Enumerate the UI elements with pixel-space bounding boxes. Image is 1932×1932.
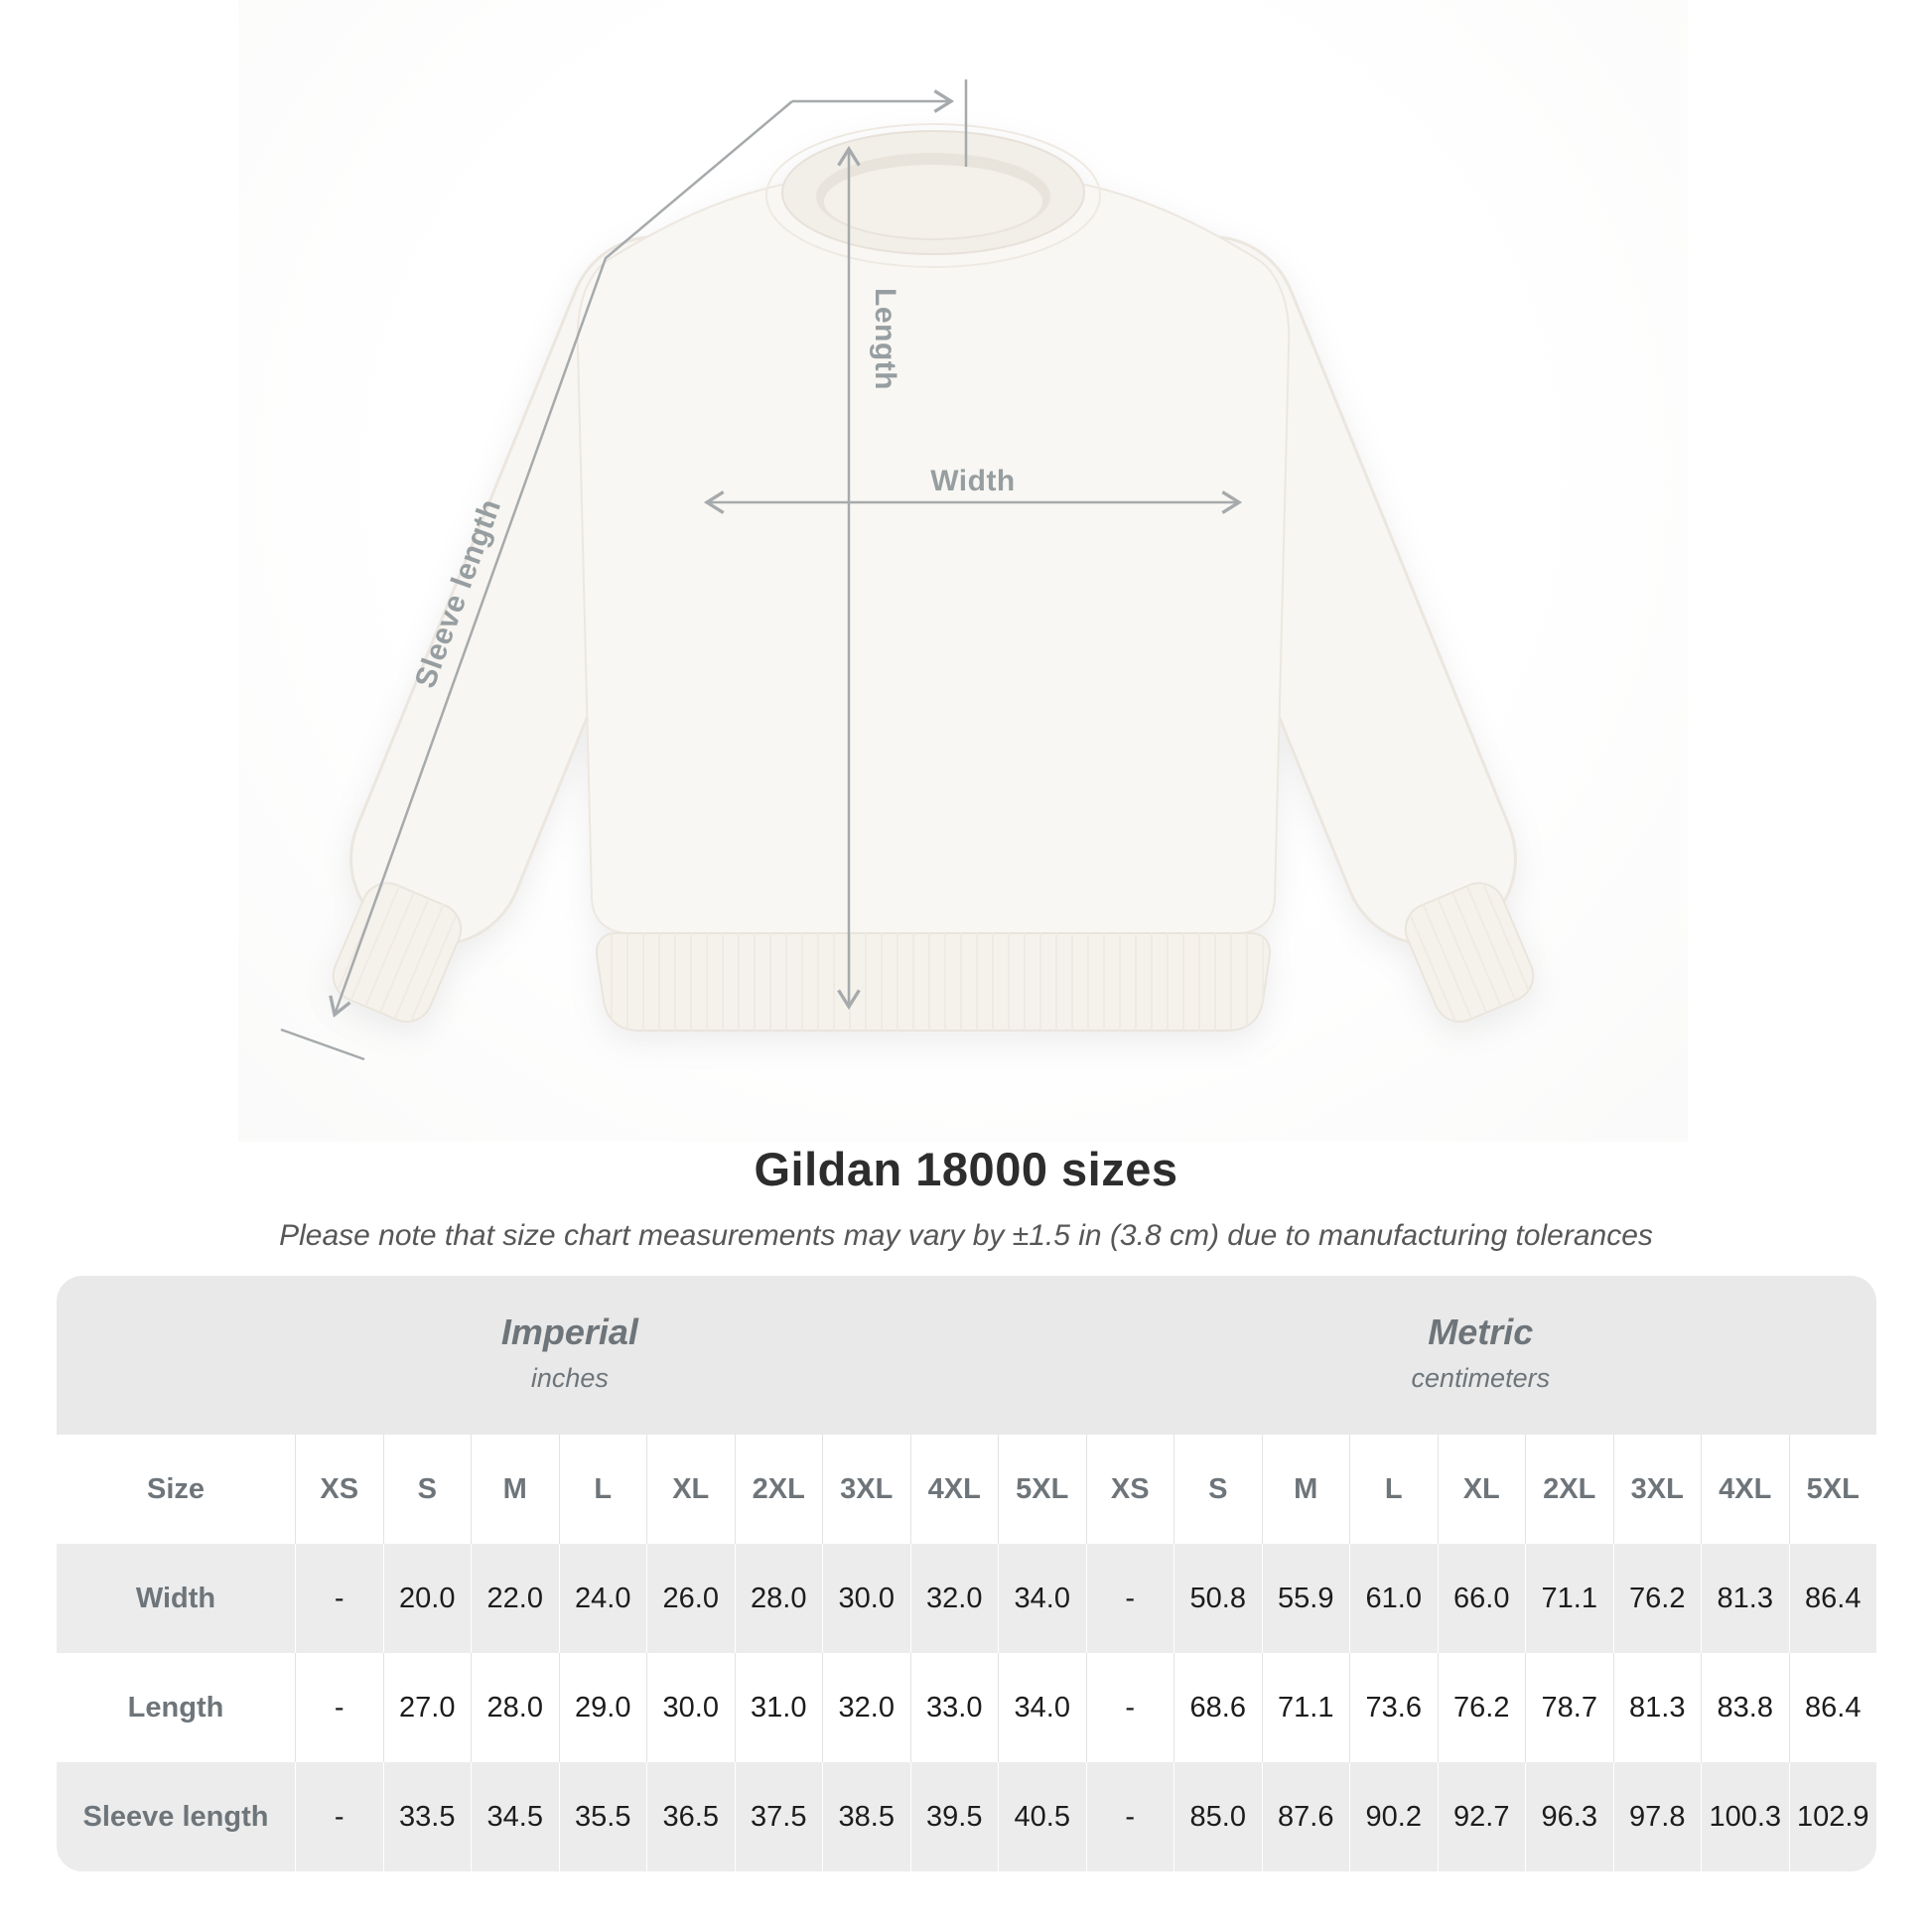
imperial-group-header: Imperial inches [501,1311,638,1394]
measurement-value: 73.6 [1349,1653,1438,1762]
measurement-value: 27.0 [382,1653,472,1762]
measurement-value: 22.0 [471,1544,559,1653]
measurement-value: 85.0 [1173,1762,1262,1871]
measurement-value: 28.0 [734,1544,823,1653]
measurement-value: - [1085,1544,1174,1653]
size-column-header: 4XL [1701,1435,1789,1544]
size-column-header: S [1173,1435,1262,1544]
measurement-row-length: Length -27.0 28.0 29.0 30.0 31.0 32.0 33.0 34.0-… [57,1653,1876,1762]
size-column-header: 3XL [822,1435,910,1544]
measurement-value: 38.5 [822,1762,910,1871]
tolerance-note: Please note that size chart measurements… [279,1219,1653,1252]
measurement-value: 20.0 [382,1544,472,1653]
measurement-value: 31.0 [734,1653,823,1762]
row-label: Width [135,1582,216,1614]
measurement-value: 81.3 [1612,1653,1702,1762]
measurement-value: 24.0 [558,1544,647,1653]
measurement-value: 66.0 [1437,1544,1526,1653]
size-column-header: XL [646,1435,735,1544]
measurement-value: - [295,1653,383,1762]
measurement-value: 37.5 [734,1762,823,1871]
measurement-value: 100.3 [1701,1762,1789,1871]
measurement-value: 36.5 [646,1762,735,1871]
size-column-header: M [1261,1435,1350,1544]
size-column-header: M [471,1435,559,1544]
measurement-value: 29.0 [558,1653,647,1762]
row-label: Length [127,1691,224,1724]
sweatshirt-garment [332,123,1535,1032]
measurement-value: 33.0 [909,1653,999,1762]
size-header-row: Size XS S M L XL 2XL 3XL 4XL 5XL XS S M L XL 2XL 3XL 4XL 5… [57,1435,1876,1544]
unit-header-band: Imperial inches Metric centimeters [57,1276,1876,1435]
measurement-value: 68.6 [1173,1653,1262,1762]
measurement-row-width: Width -20.0 22.0 24.0 26.0 28.0 30.0 32.0 34.0-5… [57,1544,1876,1653]
measurement-value: 30.0 [646,1653,735,1762]
size-column-header: XS [295,1435,383,1544]
imperial-unit-label: inches [530,1363,609,1393]
measurement-value: - [295,1762,383,1871]
measurement-value: 76.2 [1612,1544,1702,1653]
measurement-value: 90.2 [1349,1762,1438,1871]
measurement-value: 55.9 [1261,1544,1350,1653]
left-cuff [332,882,463,1024]
measurement-value: 30.0 [822,1544,910,1653]
measurement-value: 87.6 [1261,1762,1350,1871]
size-column-header: 2XL [734,1435,823,1544]
imperial-label: Imperial [500,1311,638,1352]
measurement-value: 71.1 [1261,1653,1350,1762]
measurement-value: 28.0 [471,1653,559,1762]
measurement-value: - [1085,1653,1174,1762]
measurement-value: 96.3 [1525,1762,1613,1871]
measurement-value: 33.5 [382,1762,472,1871]
measurement-row-sleeve-length: Sleeve length -33.5 34.5 35.5 36.5 37.5 38.5 39… [57,1762,1876,1871]
metric-unit-label: centimeters [1411,1363,1551,1393]
measurement-value: - [1085,1762,1174,1871]
measurement-value: 39.5 [909,1762,999,1871]
size-column-header: L [1349,1435,1438,1544]
measurement-value: 92.7 [1437,1762,1526,1871]
table-body: Width -20.0 22.0 24.0 26.0 28.0 30.0 32.0 34.0-5… [57,1544,1876,1871]
row-label: Sleeve length [82,1800,269,1833]
size-column-header: XS [1085,1435,1174,1544]
width-measure-label: Width [930,465,1016,497]
measurement-value: 32.0 [822,1653,910,1762]
size-table: Imperial inches Metric centimeters Size X… [57,1276,1876,1871]
length-measure-label: Length [869,288,901,390]
size-column-header: Size [146,1472,206,1505]
measurement-value: 78.7 [1525,1653,1613,1762]
measurement-value: 35.5 [558,1762,647,1871]
measurement-value: 26.0 [646,1544,735,1653]
right-cuff [1404,882,1535,1024]
size-column-header: 5XL [998,1435,1086,1544]
measurement-value: 83.8 [1701,1653,1789,1762]
measurement-value: 71.1 [1525,1544,1613,1653]
page-title: Gildan 18000 sizes [754,1143,1178,1195]
measurement-value: 34.5 [471,1762,559,1871]
sweatshirt-mockup [280,79,1535,1061]
measurement-value: 97.8 [1612,1762,1702,1871]
measurement-value: 32.0 [909,1544,999,1653]
measurement-value: 86.4 [1788,1544,1877,1653]
measurement-value: 61.0 [1349,1544,1438,1653]
measurement-value: - [295,1544,383,1653]
product-diagram: Length Width Sleeve length [238,0,1688,1142]
metric-label: Metric [1428,1311,1534,1352]
measurement-value: 40.5 [998,1762,1086,1871]
measurement-value: 102.9 [1788,1762,1877,1871]
size-column-header: 4XL [909,1435,999,1544]
size-column-header: S [382,1435,472,1544]
size-column-header: L [558,1435,647,1544]
measurement-value: 86.4 [1788,1653,1877,1762]
size-column-header: 2XL [1525,1435,1613,1544]
size-column-header: XL [1437,1435,1526,1544]
measurement-value: 76.2 [1437,1653,1526,1762]
size-column-header: 3XL [1612,1435,1702,1544]
metric-group-header: Metric centimeters [1412,1311,1551,1394]
measurement-value: 34.0 [998,1544,1086,1653]
size-column-header: 5XL [1788,1435,1877,1544]
measurement-value: 81.3 [1701,1544,1789,1653]
measurement-value: 50.8 [1173,1544,1262,1653]
measurement-value: 34.0 [998,1653,1086,1762]
sleeve-length-arrow [280,79,968,1061]
